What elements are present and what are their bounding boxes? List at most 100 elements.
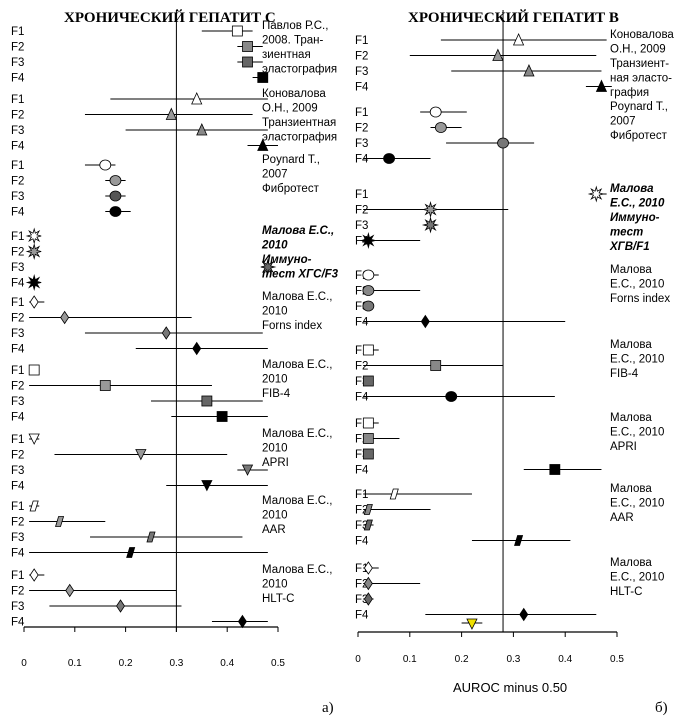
point-marker bbox=[445, 391, 458, 402]
study-label: Малова Е.С., bbox=[262, 564, 332, 576]
stage-label: F3 bbox=[355, 594, 368, 606]
study-label: Poynard T., bbox=[262, 154, 320, 166]
point-marker bbox=[363, 576, 373, 591]
panel-label: а) bbox=[322, 700, 334, 716]
point-marker bbox=[519, 607, 529, 622]
point-marker bbox=[383, 153, 395, 164]
overall-marker bbox=[466, 618, 478, 630]
point-marker bbox=[257, 72, 269, 83]
study-label: Е.С., 2010 bbox=[610, 354, 664, 366]
point-marker bbox=[191, 92, 203, 105]
stage-label: F4 bbox=[11, 207, 25, 219]
stage-label: F4 bbox=[355, 154, 369, 166]
study-label: 2007 bbox=[262, 169, 288, 181]
study-label: Фибротест bbox=[262, 183, 320, 195]
x-tick-label: 0.5 bbox=[610, 654, 624, 665]
study-label: 2010 bbox=[262, 443, 288, 455]
study-group: F1 F2 F3 F4 Малова Е.С., 2010 AAR bbox=[11, 495, 332, 560]
point-marker bbox=[362, 300, 375, 312]
study-label: графия bbox=[610, 87, 649, 99]
x-axis: 0 0.1 0.2 0.3 0.4 0.5 bbox=[21, 626, 285, 669]
point-marker bbox=[192, 341, 202, 356]
stage-label: F1 bbox=[11, 160, 24, 172]
study-label: эластография bbox=[262, 64, 337, 76]
study-group: F1 F2 F3 F4 Малова Е.С., 2010 Иммуно-тест ХГС/… bbox=[11, 225, 339, 292]
x-tick-label: 0.1 bbox=[403, 654, 417, 665]
study-label: 2010 bbox=[261, 240, 288, 252]
point-marker bbox=[60, 310, 70, 325]
study-label: 2010 bbox=[262, 306, 288, 318]
stage-label: F2 bbox=[11, 586, 24, 598]
stage-label: F4 bbox=[11, 278, 25, 290]
study-label: Е.С., 2010 bbox=[610, 498, 664, 510]
point-marker bbox=[237, 614, 247, 629]
study-group: F1 F2 F3 F4 Павлов Р.С., 2008. Тран-зиентная э… bbox=[11, 20, 337, 85]
point-marker bbox=[363, 561, 373, 575]
x-tick-label: 0.2 bbox=[119, 658, 133, 669]
stage-label: F3 bbox=[11, 57, 24, 69]
study-label: Малова Е.С., bbox=[262, 359, 332, 371]
panel-title: ХРОНИЧЕСКИЙ ГЕПАТИТ В bbox=[408, 9, 619, 26]
stage-label: F1 bbox=[355, 189, 368, 201]
study-label: APRI bbox=[262, 457, 289, 469]
point-marker bbox=[242, 56, 253, 68]
study-label: Малова bbox=[610, 412, 652, 424]
study-label: Малова bbox=[610, 557, 652, 569]
study-label: HLT-C bbox=[610, 586, 642, 598]
point-marker bbox=[28, 433, 40, 445]
point-marker bbox=[109, 175, 122, 186]
point-marker bbox=[434, 122, 447, 133]
point-marker bbox=[29, 568, 39, 582]
point-marker bbox=[363, 504, 373, 515]
stage-label: F4 bbox=[11, 412, 25, 424]
point-marker bbox=[231, 25, 243, 37]
point-marker bbox=[29, 500, 39, 512]
point-marker bbox=[363, 592, 373, 606]
stage-label: F4 bbox=[355, 82, 369, 94]
study-label: FIB-4 bbox=[610, 368, 639, 380]
stage-label: F1 bbox=[355, 107, 368, 119]
stage-label: F2 bbox=[355, 123, 368, 135]
point-marker bbox=[25, 242, 42, 261]
point-marker bbox=[65, 583, 75, 598]
study-label: Малова Е.С., bbox=[262, 428, 332, 440]
study-label: тест bbox=[610, 227, 643, 239]
panel-a: ХРОНИЧЕСКИЙ ГЕПАТИТ С F1 F2 F3 F4 Павлов Р.С.… bbox=[11, 9, 339, 716]
study-label: О.Н., 2009 bbox=[262, 103, 318, 115]
stage-label: F3 bbox=[11, 601, 24, 613]
point-marker bbox=[362, 285, 375, 296]
stage-label: F1 bbox=[11, 501, 24, 513]
point-marker bbox=[116, 599, 126, 613]
point-marker bbox=[201, 395, 213, 407]
stage-label: F2 bbox=[11, 517, 24, 529]
study-label: 2010 bbox=[262, 510, 288, 522]
stage-label: F1 bbox=[11, 434, 24, 446]
study-label: Forns index bbox=[262, 320, 322, 332]
study-label: эластография bbox=[262, 132, 337, 144]
point-marker bbox=[29, 295, 39, 309]
stage-label: F1 bbox=[11, 365, 24, 377]
point-marker bbox=[389, 488, 399, 500]
study-group: F1 F2 F3 F4 Малова Е.С., 2010 APRI bbox=[11, 428, 332, 493]
stage-label: F2 bbox=[355, 579, 368, 591]
x-tick-label: 0 bbox=[355, 654, 361, 665]
point-marker bbox=[362, 448, 374, 460]
study-label: Е.С., 2010 bbox=[610, 198, 665, 210]
x-tick-label: 0.2 bbox=[455, 654, 469, 665]
study-label: 2010 bbox=[262, 374, 288, 386]
stage-label: F3 bbox=[355, 66, 368, 78]
study-label: Малова bbox=[610, 339, 652, 351]
study-label: тест ХГС/F3 bbox=[262, 269, 339, 281]
stage-label: F4 bbox=[355, 392, 369, 404]
x-tick-label: 0.4 bbox=[220, 658, 234, 669]
point-marker bbox=[260, 258, 277, 276]
point-marker bbox=[523, 64, 535, 77]
stage-label: F1 bbox=[11, 297, 24, 309]
point-marker bbox=[25, 273, 42, 292]
point-marker bbox=[420, 314, 430, 329]
study-label: APRI bbox=[610, 441, 637, 453]
stage-label: F4 bbox=[355, 610, 369, 622]
study-label: AAR bbox=[262, 524, 286, 536]
point-marker bbox=[109, 206, 122, 217]
